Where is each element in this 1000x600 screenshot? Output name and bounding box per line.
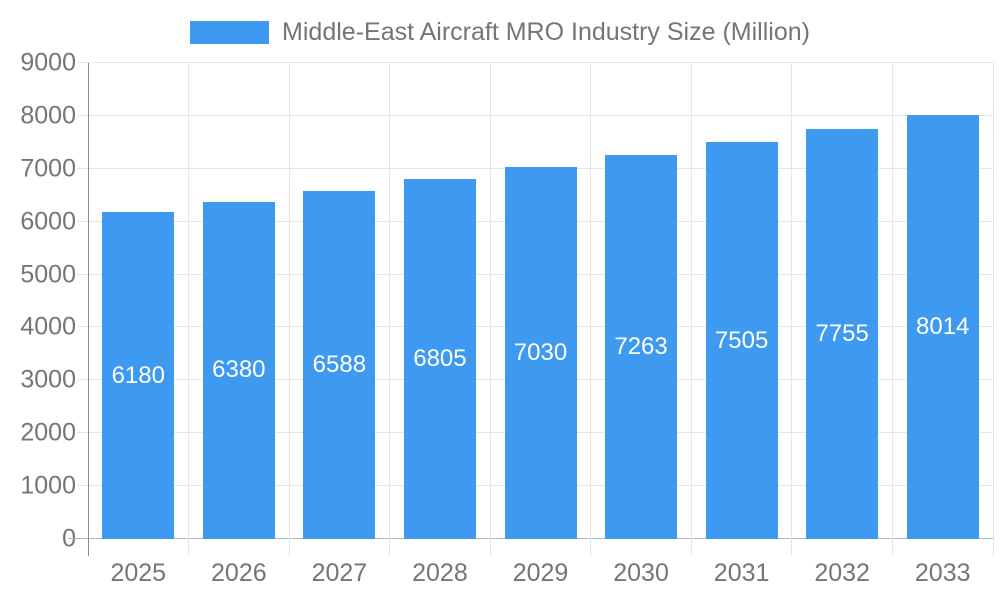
- y-tick-label: 2000: [20, 418, 76, 447]
- gridline-vertical: [590, 63, 592, 556]
- y-tick-label: 1000: [20, 471, 76, 500]
- x-tick-label: 2028: [412, 559, 468, 587]
- x-tick-label: 2032: [814, 559, 870, 587]
- y-tick: [77, 273, 88, 275]
- gridline-horizontal: [88, 62, 993, 63]
- bar-value-label: 8014: [916, 313, 970, 341]
- y-tick-label: 6000: [20, 207, 76, 236]
- bar-value-label: 7030: [513, 339, 568, 367]
- gridline-vertical: [690, 63, 692, 556]
- bar-value-label: 6588: [312, 350, 367, 378]
- bar-value-label: 7263: [614, 332, 668, 360]
- gridline-vertical: [489, 63, 491, 556]
- y-tick: [68, 538, 88, 539]
- bar-value-label: 6805: [413, 345, 467, 373]
- y-tick: [77, 114, 88, 116]
- y-tick-label: 7000: [20, 154, 76, 183]
- x-tick-label: 2026: [211, 559, 267, 587]
- y-tick-label: 0: [62, 524, 76, 553]
- bar-2033[interactable]: 8014: [906, 115, 979, 539]
- bar-2028[interactable]: 6805: [403, 179, 476, 539]
- y-axis: 0 1000 2000 3000 4000 5000 6000 7000 8000 9000: [0, 49, 76, 553]
- chart-legend: Middle-East Aircraft MRO Industry Size (…: [0, 18, 1000, 46]
- bar-value-label: 7755: [815, 319, 869, 347]
- y-tick-label: 4000: [20, 312, 76, 341]
- legend-swatch: [190, 20, 270, 44]
- bar-2027[interactable]: 6588: [303, 190, 376, 539]
- y-tick: [77, 326, 88, 328]
- bar-value-label: 6380: [212, 356, 266, 384]
- gridline-vertical: [791, 63, 793, 556]
- bar-2029[interactable]: 7030: [504, 167, 577, 539]
- bar-value-label: 7505: [714, 326, 769, 354]
- bar-2031[interactable]: 7505: [705, 142, 778, 539]
- gridline-vertical: [891, 63, 893, 556]
- gridline-vertical: [288, 63, 290, 556]
- y-tick-label: 3000: [20, 365, 76, 394]
- legend-label: Middle-East Aircraft MRO Industry Size (…: [282, 18, 810, 46]
- gridline-vertical: [992, 63, 994, 556]
- bar-2026[interactable]: 6380: [202, 201, 275, 539]
- x-tick-label: 2030: [613, 559, 669, 587]
- y-tick-label: 8000: [20, 101, 76, 130]
- y-tick: [77, 62, 88, 63]
- y-tick-label: 5000: [20, 260, 76, 289]
- y-tick: [77, 432, 88, 434]
- x-tick-label: 2031: [713, 559, 770, 587]
- gridline-vertical: [389, 63, 391, 556]
- bar-2030[interactable]: 7263: [605, 154, 678, 539]
- y-tick: [77, 379, 88, 381]
- plot-area: 6180 6380 6588 6805 7030 7263 7505 7755 8014: [68, 62, 994, 556]
- y-tick: [77, 167, 88, 169]
- bar-value-label: 6180: [111, 361, 165, 389]
- y-tick: [77, 220, 88, 222]
- x-tick-label: 2027: [311, 559, 368, 587]
- bar-2032[interactable]: 7755: [806, 128, 879, 539]
- x-axis: 2025 2026 2027 2028 2029 2030 2031 2032 2033: [88, 559, 993, 591]
- x-tick-label: 2025: [110, 559, 167, 587]
- gridline-horizontal: [88, 114, 993, 116]
- gridline-vertical: [188, 63, 190, 556]
- x-tick-label: 2029: [512, 559, 569, 587]
- y-tick-label: 9000: [20, 48, 76, 77]
- y-tick: [77, 485, 88, 487]
- y-axis-line: [88, 63, 89, 556]
- x-tick-label: 2033: [914, 559, 971, 587]
- bar-2025[interactable]: 6180: [102, 212, 175, 539]
